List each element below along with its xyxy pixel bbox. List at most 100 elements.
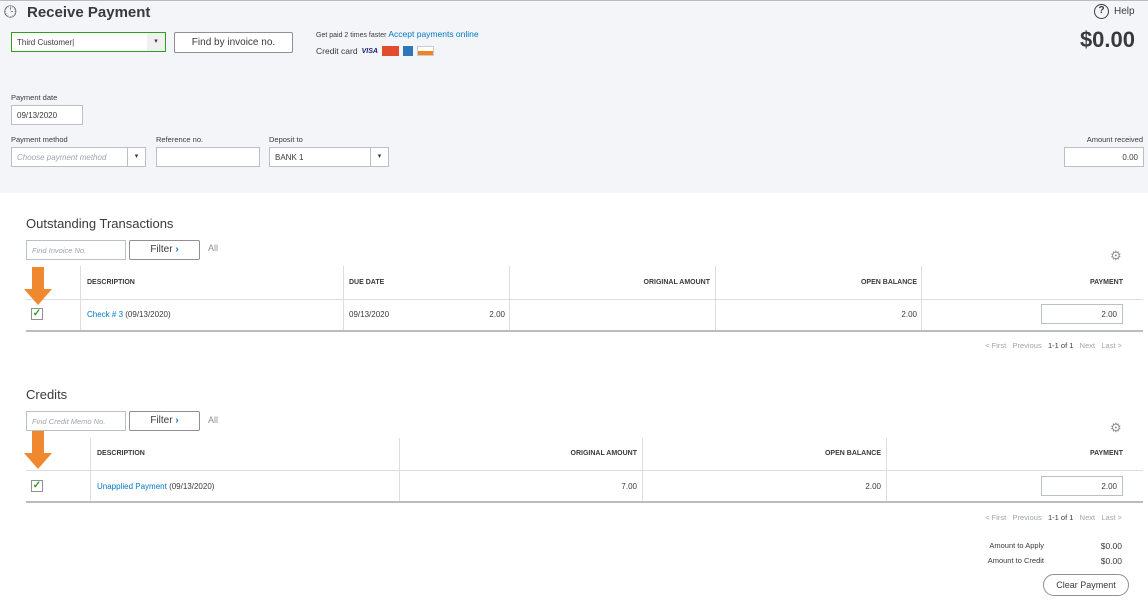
gear-icon[interactable]: ⚙ [1110,248,1122,263]
row-date: (09/13/2020) [169,482,215,491]
payment-field[interactable]: 2.00 [1041,476,1123,496]
divider [715,266,716,330]
all-label: All [208,415,219,425]
divider [886,438,887,501]
discover-icon [416,46,434,56]
amount-to-credit-label: Amount to Credit [987,556,1044,565]
total-amount: $0.00 [1079,27,1135,52]
deposit-label: Deposit to [269,135,303,144]
chevron-down-icon[interactable]: ▾ [147,33,165,51]
gear-icon[interactable]: ⚙ [1110,420,1122,435]
due-date: 09/13/2020 [349,310,390,319]
pager-last[interactable]: Last > [1101,341,1122,350]
divider [509,266,510,330]
help-link[interactable]: Help [1114,6,1135,17]
pager-previous[interactable]: Previous [1012,513,1042,522]
column-header[interactable]: OPEN BALANCE [860,279,917,286]
divider [921,266,922,330]
pager: < First Previous 1-1 of 1 Next Last > [985,513,1122,522]
divider [399,438,400,501]
original-amount: 2.00 [489,310,505,319]
payment-date-label: Payment date [11,93,58,102]
accept-payments-link[interactable]: Accept payments online [388,29,479,39]
pager-next[interactable]: Next [1079,513,1096,522]
column-header[interactable]: DUE DATE [349,279,385,286]
payment-method-label: Payment method [11,135,68,144]
divider [26,330,1143,332]
customer-select[interactable]: Third Customer| ▾ [11,32,166,52]
payment-date-field[interactable]: 09/13/2020 [11,105,83,125]
visa-icon: VISA [361,47,378,55]
table-row-description: Unapplied Payment (09/13/2020) [97,482,214,491]
find-invoice-input[interactable]: Find Invoice No. [26,240,126,260]
outstanding-title: Outstanding Transactions [26,216,174,231]
payment-method-placeholder: Choose payment method [17,153,107,162]
chevron-right-icon: › [175,244,179,255]
filter-label: Filter [150,244,173,255]
amount-to-apply-value: $0.00 [1100,541,1122,551]
pager: < First Previous 1-1 of 1 Next Last > [985,341,1122,350]
amount-received-label: Amount received [1086,135,1143,144]
help-icon[interactable]: ? [1094,4,1109,19]
row-checkbox[interactable]: ✓ [31,480,43,492]
original-amount: 7.00 [621,482,637,491]
amex-icon [402,46,413,56]
column-header[interactable]: ORIGINAL AMOUNT [643,279,711,286]
reference-label: Reference no. [156,135,204,144]
deposit-value: BANK 1 [275,153,304,162]
page-title: Receive Payment [27,4,151,21]
find-by-invoice-button[interactable]: Find by invoice no. [174,32,293,53]
column-header[interactable]: DESCRIPTION [87,279,135,286]
column-header[interactable]: OPEN BALANCE [824,450,881,457]
chevron-right-icon: › [175,415,179,426]
payment-method-select[interactable]: Choose payment method ▾ [11,147,146,167]
filter-button[interactable]: Filter › [129,240,200,260]
chevron-down-icon[interactable]: ▾ [370,148,388,166]
column-header[interactable]: ORIGINAL AMOUNT [570,450,638,457]
credit-card-label: Credit card [316,46,358,56]
promo-text: Get paid 2 times faster [316,32,387,39]
divider [26,299,1143,300]
unapplied-payment-link[interactable]: Unapplied Payment [97,482,167,491]
divider [343,266,344,330]
open-balance: 2.00 [865,482,881,491]
divider [80,266,81,330]
open-balance: 2.00 [901,310,917,319]
table-row-description: Check # 3 (09/13/2020) [87,310,171,319]
amount-to-credit-value: $0.00 [1100,556,1122,566]
column-header[interactable]: PAYMENT [1089,450,1123,457]
payment-field[interactable]: 2.00 [1041,304,1123,324]
row-date: (09/13/2020) [125,310,171,319]
pager-previous[interactable]: Previous [1012,341,1042,350]
divider [26,470,1143,471]
credits-title: Credits [26,387,68,402]
pager-range: 1-1 of 1 [1047,513,1074,522]
pager-first[interactable]: < First [985,513,1007,522]
row-checkbox[interactable]: ✓ [31,308,43,320]
amount-received-field[interactable]: 0.00 [1064,147,1144,167]
mastercard-icon [381,46,399,56]
column-header[interactable]: PAYMENT [1089,279,1123,286]
customer-value: Third Customer [17,38,73,47]
filter-label: Filter [150,415,173,426]
pager-first[interactable]: < First [985,341,1007,350]
clear-payment-button[interactable]: Clear Payment [1043,574,1129,596]
divider [642,438,643,501]
reference-field[interactable] [156,147,260,167]
deposit-select[interactable]: BANK 1 ▾ [269,147,389,167]
check-link[interactable]: Check # 3 [87,310,124,319]
divider [26,501,1143,503]
filter-button[interactable]: Filter › [129,411,200,431]
column-header[interactable]: DESCRIPTION [97,450,145,457]
pager-range: 1-1 of 1 [1047,341,1074,350]
find-credit-memo-input[interactable]: Find Credit Memo No. [26,411,126,431]
orange-arrow-icon [24,431,52,469]
orange-arrow-icon [24,267,52,305]
divider [90,438,91,501]
pager-last[interactable]: Last > [1101,513,1122,522]
pager-next[interactable]: Next [1079,341,1096,350]
chevron-down-icon[interactable]: ▾ [127,148,145,166]
amount-to-apply-label: Amount to Apply [989,541,1044,550]
history-icon[interactable]: 🕒︎ [4,4,17,21]
all-label: All [208,243,219,253]
